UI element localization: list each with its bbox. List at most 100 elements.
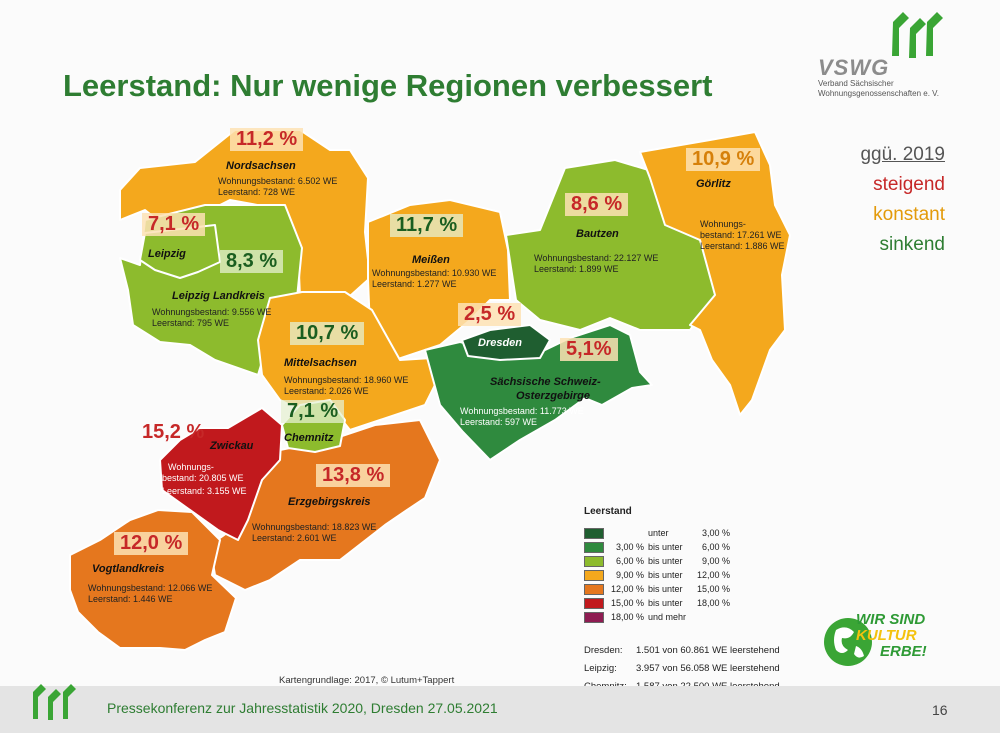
trend-key-heading: ggü. 2019 xyxy=(860,144,945,165)
stat-zwickau-bestand-1: Wohnungs- xyxy=(168,462,214,472)
legend-row: 3,00 % bis unter 6,00 % xyxy=(584,540,730,554)
map-legend: Leerstand unter 3,00 % 3,00 % bis unter 6,00… xyxy=(584,506,730,624)
legend-title: Leerstand xyxy=(584,506,632,517)
stat-goerlitz-bestand-2: bestand: 17.261 WE xyxy=(700,230,782,240)
pct-meissen: 11,7 % xyxy=(390,214,464,237)
footer-text: Pressekonferenz zur Jahresstatistik 2020… xyxy=(107,700,498,716)
legend-row: unter 3,00 % xyxy=(584,526,730,540)
legend-row: 15,00 % bis unter 18,00 % xyxy=(584,596,730,610)
pct-dresden: 2,5 % xyxy=(458,303,522,326)
trend-key-rising: steigend xyxy=(873,174,945,195)
pct-zwickau: 15,2 % xyxy=(142,421,205,443)
label-vogtland: Vogtlandkreis xyxy=(92,563,165,575)
legend-hi: 12,00 % xyxy=(696,570,730,580)
label-leipzig-landkreis: Leipzig Landkreis xyxy=(172,290,265,302)
label-nordsachsen: Nordsachsen xyxy=(226,160,296,172)
stat-zwickau-bestand-2: bestand: 20.805 WE xyxy=(162,473,244,483)
kulturerbe-logo-text: WIR SIND KULTUR ERBE! xyxy=(856,611,927,660)
stat-nordsachsen-leerstand: Leerstand: 728 WE xyxy=(218,187,296,197)
legend-row: 12,00 % bis unter 15,00 % xyxy=(584,582,730,596)
label-dresden: Dresden xyxy=(478,337,523,349)
trend-key-constant: konstant xyxy=(873,204,945,225)
pct-chemnitz: 7,1 % xyxy=(281,400,345,423)
city-stat-row: Dresden: 1.501 von 60.861 WE leerstehend xyxy=(584,645,780,656)
legend-swatch xyxy=(584,597,604,609)
legend-lo: 12,00 % xyxy=(610,584,644,594)
region-vogtlandkreis[interactable] xyxy=(69,509,237,651)
legend-mid: bis unter xyxy=(648,556,683,566)
region-dresden-city[interactable] xyxy=(461,324,551,361)
label-bautzen: Bautzen xyxy=(576,228,619,240)
label-leipzig: Leipzig xyxy=(148,248,186,260)
stat-vogtland-leerstand: Leerstand: 1.446 WE xyxy=(88,594,173,604)
label-chemnitz: Chemnitz xyxy=(284,432,334,444)
stat-nordsachsen-bestand: Wohnungsbestand: 6.502 WE xyxy=(218,176,338,186)
stat-ssoe-bestand: Wohnungsbestand: 11.773 WE xyxy=(460,406,584,416)
vswg-logo-name: VSWG xyxy=(818,55,890,80)
trend-key: ggü. 2019 steigend konstant sinkend xyxy=(790,140,945,260)
stat-leipzig-landkreis-leerstand: Leerstand: 795 WE xyxy=(152,318,230,328)
stat-mittelsachsen-bestand: Wohnungsbestand: 18.960 WE xyxy=(284,375,409,385)
legend-swatch xyxy=(584,569,604,581)
pct-erzgebirge: 13,8 % xyxy=(316,464,391,487)
stat-goerlitz-leerstand: Leerstand: 1.886 WE xyxy=(700,241,785,251)
legend-lo: 3,00 % xyxy=(615,542,644,552)
legend-swatch xyxy=(584,555,604,567)
stat-goerlitz-bestand-1: Wohnungs- xyxy=(700,219,746,229)
stat-meissen-leerstand: Leerstand: 1.277 WE xyxy=(372,279,457,289)
trend-key-falling: sinkend xyxy=(879,234,946,255)
footer-bar xyxy=(0,686,1000,733)
legend-lo: 9,00 % xyxy=(615,570,644,580)
legend-row: 18,00 % und mehr xyxy=(584,610,730,624)
pct-mittelsachsen: 10,7 % xyxy=(290,322,365,345)
legend-swatch xyxy=(584,611,604,623)
legend-mid: bis unter xyxy=(648,570,683,580)
stat-vogtland-bestand: Wohnungsbestand: 12.066 WE xyxy=(88,583,213,593)
region-leipzig-city[interactable] xyxy=(139,224,221,279)
legend-mid: bis unter xyxy=(648,542,683,552)
stat-ssoe-leerstand: Leerstand: 597 WE xyxy=(460,417,538,427)
legend-hi: 18,00 % xyxy=(696,598,730,608)
legend-mid: und mehr xyxy=(648,612,687,622)
pct-vogtland: 12,0 % xyxy=(114,532,189,555)
pct-leipzig: 7,1 % xyxy=(142,213,206,236)
legend-swatch xyxy=(584,527,604,539)
vswg-logo-subtitle: Verband Sächsischer Wohnungsgenossenscha… xyxy=(818,79,939,98)
pct-leipzig-landkreis: 8,3 % xyxy=(220,250,284,273)
city-stat-row: Leipzig: 3.957 von 56.058 WE leerstehend xyxy=(584,663,780,674)
page-number: 16 xyxy=(932,702,948,718)
legend-mid: bis unter xyxy=(648,584,683,594)
legend-hi: 3,00 % xyxy=(701,528,730,538)
legend-swatch xyxy=(584,583,604,595)
stat-zwickau-leerstand: Leerstand: 3.155 WE xyxy=(162,486,247,496)
legend-lo: 18,00 % xyxy=(610,612,644,622)
label-mittelsachsen: Mittelsachsen xyxy=(284,357,357,369)
slide-title: Leerstand: Nur wenige Regionen verbesser… xyxy=(63,68,713,103)
pct-ssoe: 5,1% xyxy=(560,338,618,361)
legend-lo: 6,00 % xyxy=(615,556,644,566)
stat-bautzen-bestand: Wohnungsbestand: 22.127 WE xyxy=(534,253,659,263)
stat-bautzen-leerstand: Leerstand: 1.899 WE xyxy=(534,264,619,274)
region-goerlitz[interactable] xyxy=(639,131,791,416)
kulturerbe-logo-icon xyxy=(824,618,872,666)
stat-erzgebirge-bestand: Wohnungsbestand: 18.823 WE xyxy=(252,522,377,532)
legend-row: 6,00 % bis unter 9,00 % xyxy=(584,554,730,568)
legend-hi: 9,00 % xyxy=(701,556,730,566)
pct-nordsachsen: 11,2 % xyxy=(230,128,304,151)
legend-lo: 15,00 % xyxy=(610,598,644,608)
label-ssoe-2: Osterzgebirge xyxy=(516,390,590,402)
stat-mittelsachsen-leerstand: Leerstand: 2.026 WE xyxy=(284,386,369,396)
map-credit: Kartengrundlage: 2017, © Lutum+Tappert xyxy=(279,675,455,686)
legend-hi: 6,00 % xyxy=(701,542,730,552)
label-zwickau: Zwickau xyxy=(210,440,254,452)
pct-goerlitz: 10,9 % xyxy=(686,148,761,171)
label-goerlitz: Görlitz xyxy=(696,178,731,190)
pct-bautzen: 8,6 % xyxy=(565,193,629,216)
stat-erzgebirge-leerstand: Leerstand: 2.601 WE xyxy=(252,533,337,543)
label-meissen: Meißen xyxy=(412,254,450,266)
legend-mid: unter xyxy=(648,528,669,538)
stat-leipzig-landkreis-bestand: Wohnungsbestand: 9.556 WE xyxy=(152,307,272,317)
stat-meissen-bestand: Wohnungsbestand: 10.930 WE xyxy=(372,268,497,278)
legend-swatch xyxy=(584,541,604,553)
